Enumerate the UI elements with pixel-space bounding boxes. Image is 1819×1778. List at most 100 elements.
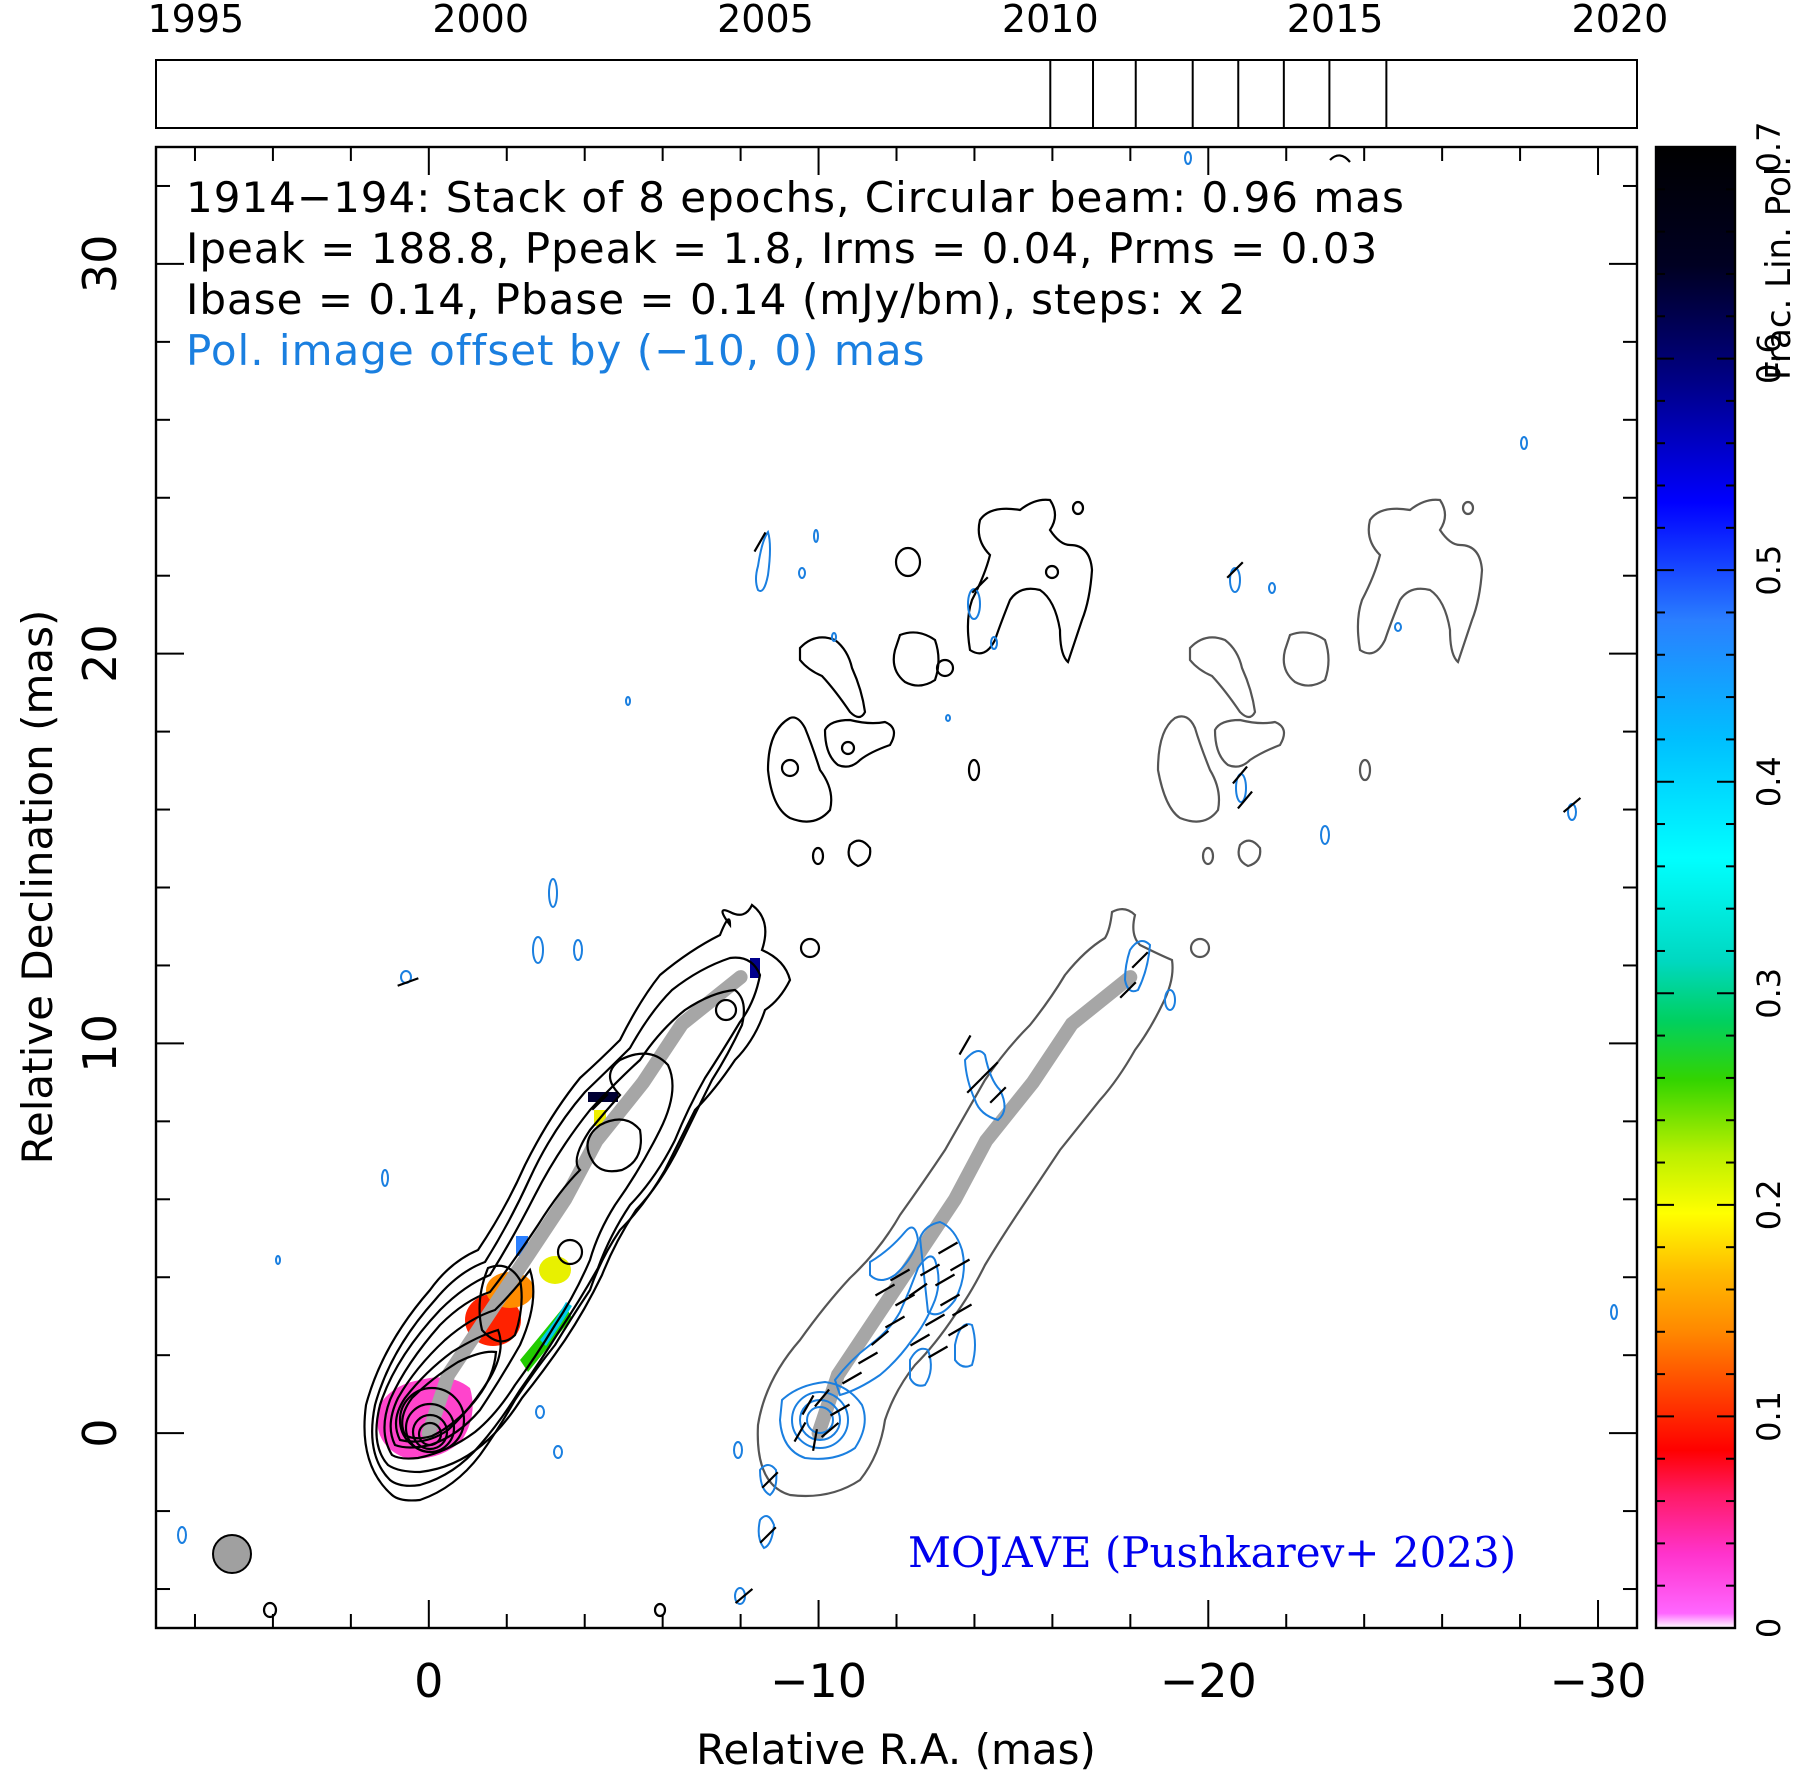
- evpa-tick: [761, 1471, 779, 1489]
- contour-offset-11: [1189, 937, 1211, 959]
- pol-contour-4: [806, 1406, 834, 1434]
- contour-offset-3: [1213, 718, 1286, 768]
- x-tick-label: −10: [770, 1654, 867, 1708]
- evpa-tick: [894, 1293, 916, 1307]
- pol-contour-40: [1610, 1304, 1618, 1320]
- contour-i-2: [371, 956, 762, 1487]
- main-plot: 1914−194: Stack of 8 epochs, Circular be…: [13, 145, 1647, 1774]
- axis-ticks: [156, 147, 1637, 1628]
- contour-i-1: [363, 903, 792, 1502]
- colorbar-gradient: [1654, 145, 1737, 1630]
- pol-contour-2: [791, 1391, 849, 1449]
- x-tick-label: −20: [1160, 1654, 1257, 1708]
- contour-i-29: [847, 839, 872, 868]
- y-tick-label: 0: [73, 1418, 127, 1447]
- y-tick-label: 10: [73, 1014, 127, 1073]
- contour-i-12: [478, 1264, 523, 1343]
- contour-i-24: [966, 498, 1094, 664]
- contour-i-7: [401, 1350, 498, 1440]
- contour-i-27: [894, 546, 922, 578]
- evpa-tick: [841, 1371, 863, 1385]
- evpa-tick: [889, 1268, 911, 1282]
- contour-i-30: [811, 846, 825, 866]
- x-tick-label: 0: [414, 1654, 443, 1708]
- pol-contour-28: [813, 529, 819, 543]
- colorbar-label: Frac. Lin. Pol.: [1759, 156, 1799, 380]
- colorbar-ticks: [1656, 146, 1735, 1629]
- colorbar-tick-label: 0: [1750, 1618, 1788, 1638]
- timeline-epochs: [1049, 60, 1388, 128]
- contour-i-25: [1044, 564, 1060, 580]
- timeline-year-label: 1995: [148, 0, 245, 41]
- pol-patch-yellow: [539, 1256, 571, 1284]
- evpa-tick: [801, 1394, 815, 1416]
- evpa-tick: [1131, 951, 1149, 969]
- evpa-tick: [971, 576, 989, 594]
- x-axis-label: Relative R.A. (mas): [696, 1725, 1096, 1774]
- plot-content: 1914−194: Stack of 8 epochs, Circular be…: [177, 151, 1618, 1619]
- pol-contour-20: [275, 1255, 281, 1265]
- contour-offset-10: [1201, 846, 1215, 866]
- timeline-box: [155, 59, 1638, 129]
- pol-contour-37: [1394, 622, 1402, 632]
- contour-i-5: [389, 1267, 535, 1449]
- evpa-tick: [939, 1293, 961, 1307]
- beam: [212, 1534, 252, 1574]
- evpa-ticks: [397, 531, 1582, 1604]
- pol-contour-7: [918, 1220, 965, 1316]
- x-tick-label: −30: [1549, 1654, 1646, 1708]
- timeline-year-label: 2015: [1287, 0, 1384, 41]
- timeline-year-label: 2010: [1002, 0, 1099, 41]
- contour-i-20: [840, 740, 856, 756]
- pol-contour-14: [755, 529, 771, 592]
- contour-i-17: [766, 716, 833, 823]
- contour-i-10: [411, 1413, 449, 1451]
- contour-i-15: [714, 998, 738, 1022]
- pol-contour-29: [831, 632, 837, 642]
- pol-contour-32: [945, 714, 951, 722]
- evpa-tick: [981, 1061, 999, 1079]
- pol-contour-15: [553, 1445, 563, 1459]
- contour-i-32: [653, 1602, 667, 1618]
- evpa-tick: [793, 1421, 807, 1443]
- pol-contour-21: [381, 1169, 389, 1187]
- contour-i-21: [798, 636, 867, 719]
- stokes-i-contours: [262, 154, 1351, 1619]
- evpa-tick: [753, 531, 767, 553]
- pol-contour-41: [1184, 151, 1192, 165]
- evpa-tick: [966, 1076, 984, 1094]
- ridge-line: [421, 970, 748, 1441]
- contour-offset-7: [1461, 500, 1475, 516]
- pol-contour-6: [869, 1226, 920, 1281]
- contour-i-16: [799, 937, 821, 959]
- pol-contour-38: [1520, 436, 1528, 450]
- pol-contour-33: [1229, 567, 1241, 593]
- colorbar-tick-label: 0.7: [1750, 122, 1788, 173]
- contour-i-14: [556, 1238, 584, 1266]
- timeline-year-label: 2005: [717, 0, 814, 41]
- info-line-2: Ipeak = 188.8, Ppeak = 1.8, Irms = 0.04,…: [186, 224, 1378, 273]
- pol-contour-30: [967, 588, 981, 620]
- evpa-tick: [1237, 790, 1253, 810]
- pol-contour-26: [625, 696, 631, 706]
- evpa-tick: [759, 1526, 777, 1544]
- evpa-tick: [934, 1273, 956, 1287]
- contour-i-19: [823, 718, 896, 768]
- contour-i-11: [417, 1421, 443, 1447]
- evpa-tick: [591, 1093, 609, 1111]
- contour-offset-8: [1358, 758, 1372, 782]
- evpa-tick: [909, 1333, 931, 1347]
- contour-i-18: [780, 758, 800, 778]
- evpa-tick: [937, 1241, 959, 1255]
- pol-contour-34: [1268, 582, 1276, 594]
- colorbar-tick-label: 0.4: [1750, 756, 1788, 807]
- pol-contour-24: [548, 878, 558, 908]
- evpa-tick: [951, 1303, 973, 1317]
- evpa-tick: [874, 1283, 896, 1297]
- contour-i-26: [1071, 500, 1085, 516]
- contour-offset-6: [1356, 498, 1484, 664]
- info-line-4: Pol. image offset by (−10, 0) mas: [186, 326, 925, 375]
- pol-contour-19: [177, 1526, 187, 1544]
- contour-offset-9: [1237, 839, 1262, 868]
- pol-contour-17: [733, 1441, 743, 1459]
